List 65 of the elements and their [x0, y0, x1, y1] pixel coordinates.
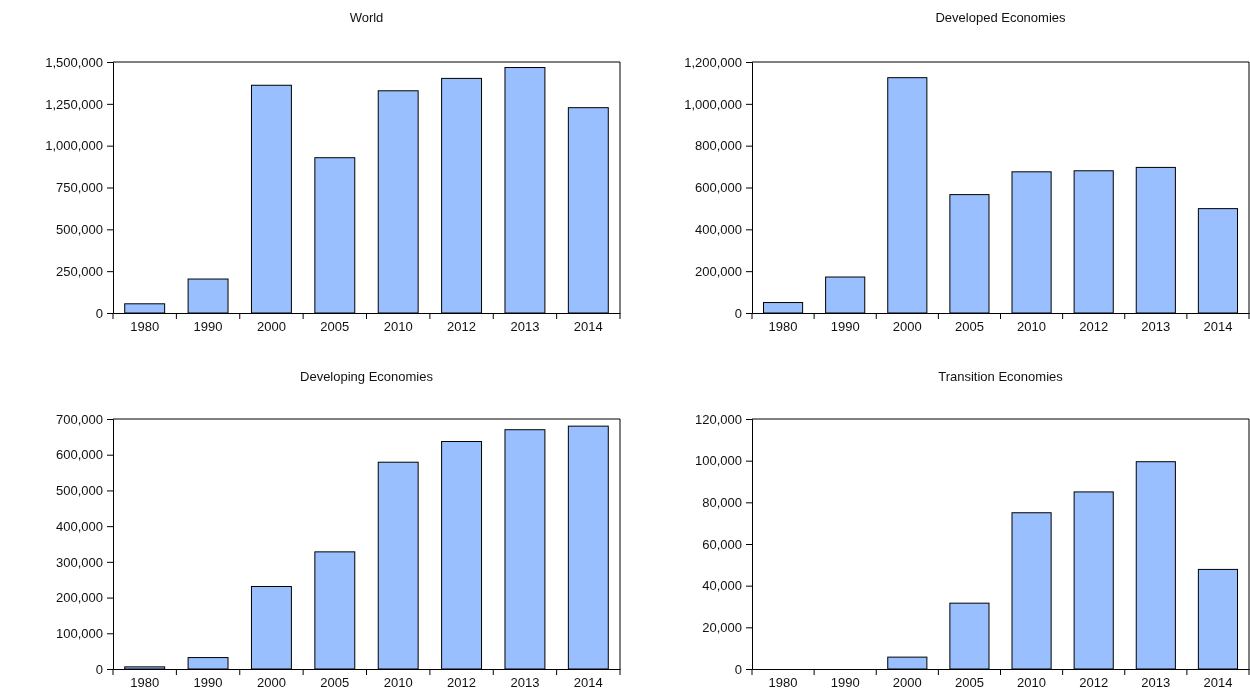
x-tick-label: 2013 [510, 319, 540, 335]
x-tick-label: 2010 [1017, 675, 1047, 688]
x-tick-label: 2013 [510, 675, 540, 688]
x-tick-label: 2010 [383, 319, 413, 335]
y-tick-label: 500,000 [56, 221, 103, 237]
x-tick-label: 2000 [256, 319, 286, 335]
x-tick-label: 2000 [256, 675, 286, 688]
x-tick-label: 1990 [830, 675, 860, 688]
y-tick-label: 100,000 [56, 625, 103, 641]
x-tick-label: 1980 [130, 675, 160, 688]
chart-title: Transition Economies [938, 369, 1064, 384]
x-tick-label: 1980 [768, 675, 798, 688]
y-tick-label: 1,200,000 [684, 54, 742, 70]
x-tick-label: 2012 [1079, 675, 1109, 688]
chart-title: Developed Economies [935, 10, 1067, 25]
x-tick-label: 1990 [193, 675, 223, 688]
y-tick-label: 300,000 [56, 554, 103, 570]
x-tick-label: 2012 [447, 675, 477, 688]
y-tick-label: 0 [95, 305, 103, 321]
y-tick-label: 40,000 [702, 578, 742, 594]
x-tick-label: 2010 [1017, 319, 1047, 335]
y-tick-label: 0 [734, 305, 742, 321]
x-tick-label: 1980 [130, 319, 160, 335]
y-tick-label: 400,000 [56, 518, 103, 534]
y-tick-label: 60,000 [702, 536, 742, 552]
y-tick-label: 80,000 [702, 494, 742, 510]
chart-title: World [349, 10, 384, 25]
x-tick-label: 2010 [383, 675, 413, 688]
x-tick-label: 2005 [320, 675, 350, 688]
y-tick-label: 1,000,000 [684, 96, 742, 112]
x-tick-label: 2014 [1203, 675, 1233, 688]
y-tick-label: 200,000 [695, 263, 742, 279]
x-tick-label: 1990 [193, 319, 223, 335]
x-tick-label: 2005 [954, 319, 984, 335]
x-tick-label: 2014 [573, 675, 603, 688]
y-tick-label: 400,000 [695, 221, 742, 237]
x-tick-label: 2014 [573, 319, 603, 335]
y-tick-label: 120,000 [695, 411, 742, 427]
y-tick-label: 20,000 [702, 619, 742, 635]
x-tick-label: 1980 [768, 319, 798, 335]
x-tick-label: 2005 [954, 675, 984, 688]
y-tick-label: 250,000 [56, 263, 103, 279]
y-tick-label: 700,000 [56, 411, 103, 427]
y-tick-label: 1,000,000 [45, 138, 103, 154]
x-tick-label: 2012 [447, 319, 477, 335]
y-tick-label: 600,000 [56, 447, 103, 463]
x-tick-label: 2014 [1203, 319, 1233, 335]
x-tick-label: 2000 [892, 675, 922, 688]
y-tick-label: 800,000 [695, 138, 742, 154]
y-tick-label: 100,000 [695, 453, 742, 469]
x-tick-label: 2013 [1141, 675, 1171, 688]
y-tick-label: 500,000 [56, 483, 103, 499]
y-tick-label: 0 [95, 661, 103, 677]
x-tick-label: 2013 [1141, 319, 1171, 335]
x-tick-label: 2012 [1079, 319, 1109, 335]
chart-title: Developing Economies [300, 369, 434, 384]
y-tick-label: 200,000 [56, 590, 103, 606]
y-tick-label: 750,000 [56, 180, 103, 196]
x-tick-label: 1990 [830, 319, 860, 335]
y-tick-label: 1,500,000 [45, 54, 103, 70]
x-tick-label: 2005 [320, 319, 350, 335]
y-tick-label: 1,250,000 [45, 96, 103, 112]
x-tick-label: 2000 [892, 319, 922, 335]
y-tick-label: 600,000 [695, 180, 742, 196]
y-tick-label: 0 [734, 661, 742, 677]
